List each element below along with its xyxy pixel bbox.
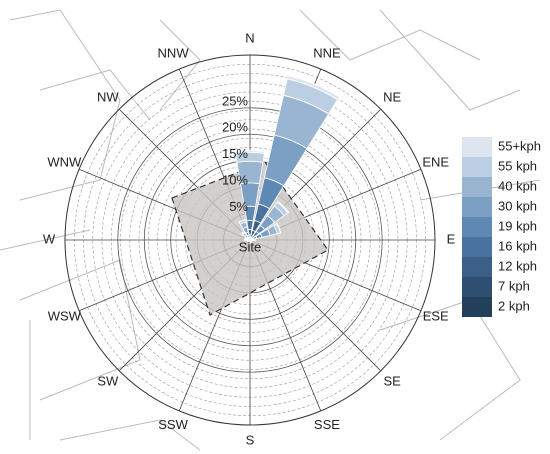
legend-swatch bbox=[462, 237, 492, 257]
r-tick-label: 15% bbox=[222, 146, 248, 161]
legend-swatch bbox=[462, 217, 492, 237]
legend-swatch bbox=[462, 137, 492, 157]
legend-label: 19 kph bbox=[498, 218, 537, 233]
legend-swatch bbox=[462, 177, 492, 197]
direction-label: N bbox=[245, 30, 254, 45]
legend-label: 16 kph bbox=[498, 238, 537, 253]
legend-label: 55 kph bbox=[498, 158, 537, 173]
legend-label: 12 kph bbox=[498, 258, 537, 273]
petal-segment bbox=[275, 222, 282, 234]
direction-label: ESE bbox=[423, 308, 449, 323]
r-tick-label: 20% bbox=[222, 120, 248, 135]
petal-segment bbox=[246, 220, 254, 231]
petal-segment bbox=[276, 200, 290, 214]
legend-label: 55+kph bbox=[498, 138, 541, 153]
direction-label: WNW bbox=[47, 155, 82, 170]
legend-swatch bbox=[462, 157, 492, 177]
petals bbox=[234, 75, 340, 244]
legend-swatch bbox=[462, 297, 492, 317]
direction-label: E bbox=[447, 231, 456, 246]
direction-label: ENE bbox=[422, 155, 449, 170]
direction-label: SE bbox=[383, 374, 401, 389]
direction-label: S bbox=[246, 432, 255, 447]
legend-label: 40 kph bbox=[498, 178, 537, 193]
direction-label: SSE bbox=[314, 417, 340, 432]
direction-label: W bbox=[43, 231, 56, 246]
labels: N NNE NE ENE E ESE SE SSE S SSW SW WSW W WNW NW NNW 5% 10… bbox=[43, 30, 456, 447]
direction-label: NNE bbox=[313, 46, 341, 61]
direction-label: SW bbox=[97, 374, 119, 389]
legend-swatch bbox=[462, 277, 492, 297]
direction-label: NW bbox=[97, 89, 119, 104]
petal-segment bbox=[240, 230, 245, 235]
direction-label: SSW bbox=[158, 417, 188, 432]
direction-label: NE bbox=[383, 89, 401, 104]
site-label: Site bbox=[239, 239, 261, 254]
r-tick-label: 10% bbox=[222, 173, 248, 188]
legend-label: 30 kph bbox=[498, 198, 537, 213]
direction-label: NNW bbox=[158, 46, 190, 61]
legend-label: 7 kph bbox=[498, 278, 530, 293]
petal-segment bbox=[234, 150, 266, 154]
direction-label: WSW bbox=[48, 308, 82, 323]
legend-swatch bbox=[462, 257, 492, 277]
legend-swatch bbox=[462, 197, 492, 217]
r-tick-label: 25% bbox=[222, 93, 248, 108]
petal-segment bbox=[286, 75, 340, 101]
r-tick-label: 5% bbox=[229, 199, 248, 214]
legend-label: 2 kph bbox=[498, 298, 530, 313]
petal-segment bbox=[238, 218, 246, 224]
